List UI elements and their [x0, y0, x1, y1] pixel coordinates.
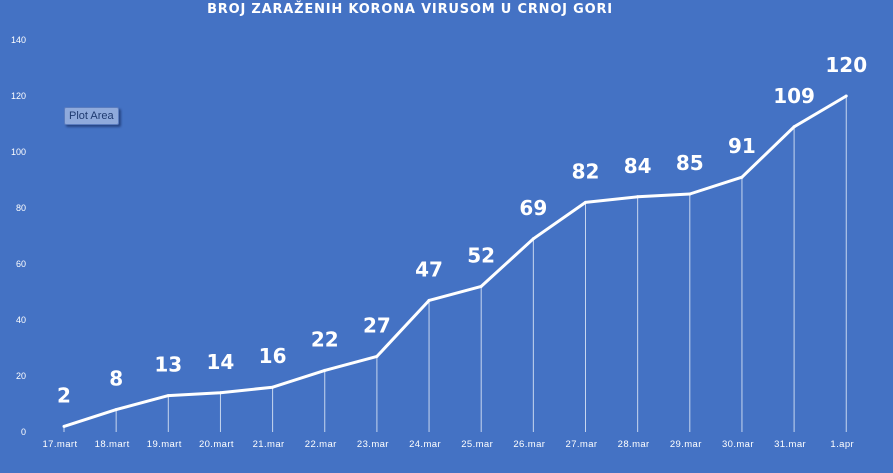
plot-area-tooltip: Plot Area [64, 107, 119, 125]
data-label: 69 [519, 196, 547, 220]
y-tick-label: 120 [11, 91, 26, 101]
y-tick-label: 20 [16, 371, 26, 381]
data-point [323, 368, 327, 372]
x-tick-label: 29.mar [670, 439, 702, 450]
data-label: 109 [773, 84, 815, 108]
data-label: 82 [572, 159, 600, 183]
data-label: 120 [825, 53, 867, 77]
data-label: 84 [624, 154, 652, 178]
x-tick-label: 23.mar [357, 439, 389, 450]
data-label: 27 [363, 313, 391, 337]
y-tick-label: 140 [11, 35, 26, 45]
x-tick-label: 26.mar [513, 439, 545, 450]
data-label: 85 [676, 151, 704, 175]
x-tick-label: 1.apr [830, 439, 854, 450]
data-label: 13 [154, 353, 182, 377]
x-tick-label: 21.mar [253, 439, 285, 450]
data-point [427, 298, 431, 302]
data-point [114, 408, 118, 412]
data-label: 14 [207, 350, 235, 374]
x-tick-label: 27.mar [566, 439, 598, 450]
y-tick-label: 0 [21, 427, 26, 437]
x-tick-label: 30.mar [722, 439, 754, 450]
data-label: 16 [259, 344, 287, 368]
y-tick-label: 40 [16, 315, 26, 325]
data-label: 2 [57, 383, 71, 407]
data-point [636, 195, 640, 199]
data-point [271, 385, 275, 389]
x-tick-label: 19.mart [147, 439, 182, 450]
x-tick-label: 20.mart [199, 439, 234, 450]
data-point [218, 391, 222, 395]
series-line [63, 94, 848, 428]
data-point [740, 175, 744, 179]
y-tick-label: 80 [16, 203, 26, 213]
x-tick-label: 18.mart [95, 439, 130, 450]
data-point [62, 424, 66, 428]
data-label: 47 [415, 257, 443, 281]
data-point [479, 284, 483, 288]
y-tick-label: 60 [16, 259, 26, 269]
data-label: 22 [311, 327, 339, 351]
data-point [688, 192, 692, 196]
x-tick-label: 31.mar [774, 439, 806, 450]
chart-title: BROJ ZARAŽENIH KORONA VIRUSOM U CRNOJ GO… [207, 2, 613, 17]
y-tick-label: 100 [11, 147, 26, 157]
x-tick-label: 28.mar [618, 439, 650, 450]
data-point [792, 125, 796, 129]
x-tick-label: 24.mar [409, 439, 441, 450]
data-point [531, 237, 535, 241]
data-label: 52 [467, 243, 495, 267]
x-tick-label: 22.mar [305, 439, 337, 450]
data-label: 91 [728, 134, 756, 158]
data-label: 8 [109, 367, 123, 391]
data-point [375, 354, 379, 358]
data-point [584, 200, 587, 204]
data-point [844, 94, 848, 98]
x-tick-label: 17.mart [42, 439, 77, 450]
data-point [166, 394, 170, 398]
x-tick-label: 25.mar [461, 439, 493, 450]
